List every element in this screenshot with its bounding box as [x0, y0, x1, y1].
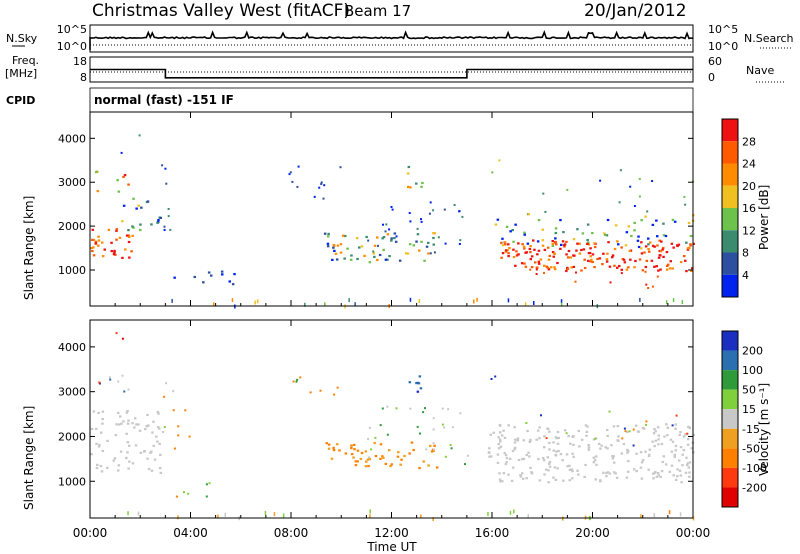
power-y-ticks: 1000 2000 3000 4000 [58, 132, 693, 277]
power-scatter-cells [90, 134, 695, 309]
nsearch-label: N.Search [744, 32, 794, 45]
freq-ytick-top: 18 [73, 55, 87, 68]
xtick-label: 12:00 [374, 526, 409, 540]
power-x-ticks [89, 112, 694, 306]
xtick-label: 16:00 [475, 526, 510, 540]
station-title: Christmas Valley West (fitACF) [92, 1, 350, 21]
xtick-label: 00:00 [676, 526, 711, 540]
xtick-label: 00:00 [73, 526, 108, 540]
nave-label: Nave [746, 64, 774, 77]
colorbar-tick: 4 [742, 269, 749, 282]
colorbar-tick: -200 [742, 481, 767, 494]
cpid-label: CPID [6, 94, 35, 107]
noise-ytick-right-bottom: 10^0 [708, 40, 738, 53]
noise-panel: N.Sky N.Search 10^5 10^0 10^5 10^0 [6, 23, 794, 53]
power-colorbar: 4 8 12 16 20 24 28 [721, 118, 756, 298]
freq-series-line [90, 68, 693, 79]
velocity-scatter-cells [90, 332, 696, 521]
colorbar-tick: -100 [742, 462, 767, 475]
ytick-label: 2000 [58, 220, 86, 233]
colorbar-tick: 200 [742, 345, 763, 358]
velocity-colorbar: 200 100 50 15 -15 -50 -100 -200 [721, 330, 767, 508]
velocity-ylabel: Slant Range [km] [22, 406, 36, 510]
colorbar-tick: 8 [742, 247, 749, 260]
velocity-x-ticks [89, 320, 694, 518]
ytick-label: 3000 [58, 176, 86, 189]
ytick-label: 1000 [58, 264, 86, 277]
ytick-label: 1000 [58, 475, 86, 488]
freq-unit-label: [MHz] [5, 67, 37, 80]
colorbar-tick: 12 [742, 224, 756, 237]
colorbar-tick: 20 [742, 180, 756, 193]
ytick-label: 4000 [58, 132, 86, 145]
colorbar-tick: 24 [742, 158, 756, 171]
ytick-label: 4000 [58, 341, 86, 354]
mode-label: normal (fast) -151 IF [94, 93, 234, 107]
power-colorbar-label: Power [dB] [757, 185, 771, 250]
colorbar-tick: 50 [742, 384, 756, 397]
noise-ytick-right-top: 10^5 [708, 23, 738, 36]
colorbar-tick: -15 [742, 423, 760, 436]
noise-series-line [89, 30, 694, 50]
noise-ytick-bottom: 10^0 [57, 40, 87, 53]
freq-label: Freq. [12, 54, 39, 67]
colorbar-tick: 28 [742, 135, 756, 148]
xtick-label: 20:00 [575, 526, 610, 540]
colorbar-tick: 16 [742, 202, 756, 215]
velocity-colorbar-label: Velocity [m s⁻¹] [757, 383, 771, 476]
ytick-label: 2000 [58, 430, 86, 443]
noise-ytick-top: 10^5 [57, 23, 87, 36]
xtick-label: 04:00 [173, 526, 208, 540]
colorbar-tick: 15 [742, 403, 756, 416]
velocity-y-ticks: 1000 2000 3000 4000 [58, 341, 693, 488]
velocity-panel: 1000 2000 3000 4000 [58, 319, 696, 521]
ytick-label: 3000 [58, 386, 86, 399]
frequency-panel: Freq. [MHz] 18 8 60 0 Nave [5, 54, 784, 84]
nsky-label: N.Sky [6, 32, 38, 45]
nave-ytick-top: 60 [708, 55, 722, 68]
date-label: 20/Jan/2012 [584, 1, 687, 21]
nave-ytick-bottom: 0 [708, 71, 715, 84]
colorbar-tick: -50 [742, 442, 760, 455]
xtick-label: 08:00 [274, 526, 309, 540]
power-ylabel: Slant Range [km] [22, 196, 36, 300]
colorbar-tick: 100 [742, 364, 763, 377]
power-panel: 1000 2000 3000 4000 [58, 111, 695, 309]
time-axis-labels: 00:00 04:00 08:00 12:00 16:00 20:00 00:00 [73, 526, 711, 540]
freq-ytick-bottom: 8 [80, 71, 87, 84]
xlabel: Time UT [366, 540, 417, 554]
beam-label: Beam 17 [344, 2, 411, 20]
